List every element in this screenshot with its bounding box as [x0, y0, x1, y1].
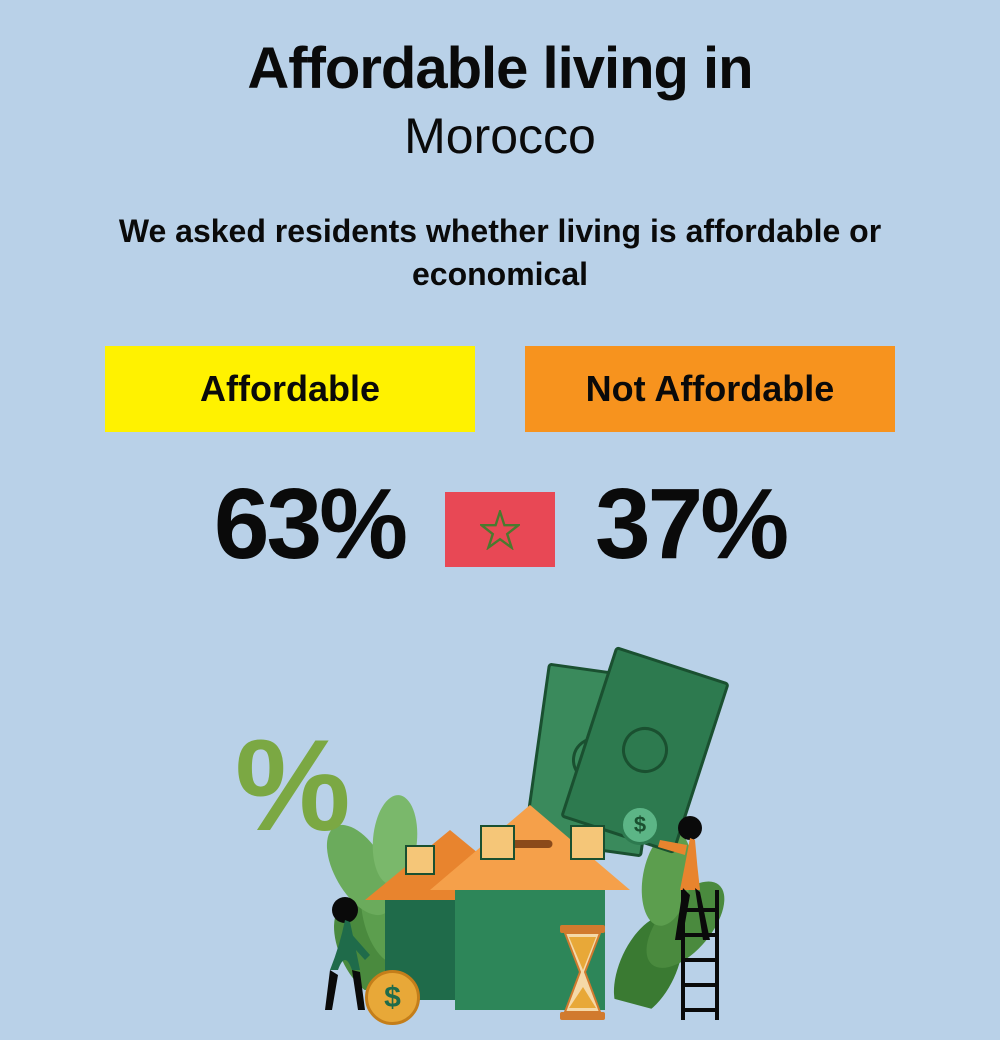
coin-icon: $	[620, 805, 660, 845]
survey-description: We asked residents whether living is aff…	[100, 210, 900, 296]
flag-star-icon	[480, 510, 520, 550]
country-subtitle: Morocco	[404, 107, 596, 165]
morocco-flag-icon	[445, 492, 555, 567]
values-row: 63% 37%	[214, 467, 786, 582]
main-title: Affordable living in	[247, 35, 752, 102]
labels-row: Affordable Not Affordable	[105, 346, 895, 432]
infographic-container: Affordable living in Morocco We asked re…	[0, 0, 1000, 1000]
not-affordable-percentage: 37%	[595, 467, 786, 582]
affordable-percentage: 63%	[214, 467, 405, 582]
affordable-label: Affordable	[105, 346, 475, 432]
savings-illustration: %	[225, 640, 775, 1040]
percent-icon: %	[235, 710, 351, 860]
not-affordable-label: Not Affordable	[525, 346, 895, 432]
coin-icon: $	[365, 970, 420, 1025]
hourglass-icon	[555, 925, 610, 1020]
